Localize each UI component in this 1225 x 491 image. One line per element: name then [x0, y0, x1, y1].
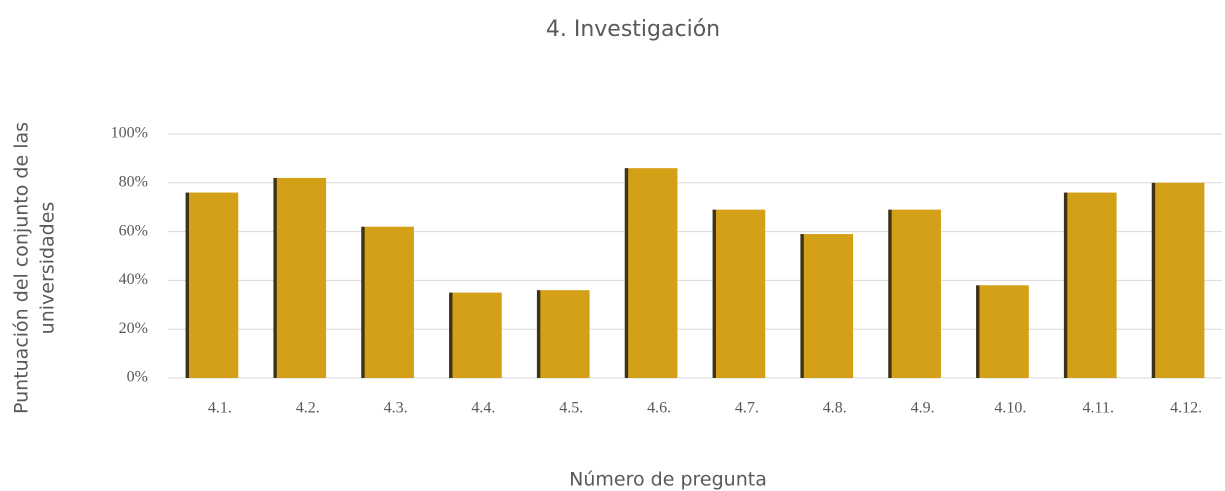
x-tick-label: 4.6.: [647, 400, 671, 417]
bar: [1063, 192, 1117, 378]
bar: [361, 226, 414, 378]
bar: [536, 290, 590, 378]
x-tick-label: 4.4.: [471, 400, 495, 417]
x-tick-label: 4.9.: [911, 400, 935, 417]
y-tick-label: 100%: [111, 125, 148, 142]
bar: [273, 177, 327, 378]
bar: [449, 292, 502, 378]
x-tick-label: 4.1.: [208, 400, 232, 417]
bar: [976, 285, 1029, 378]
bar: [712, 209, 766, 378]
bar: [185, 192, 239, 378]
x-tick-label: 4.11.: [1083, 400, 1114, 417]
y-tick-label: 0%: [127, 369, 148, 386]
y-tick-label: 80%: [119, 173, 148, 190]
x-tick-label: 4.8.: [823, 400, 847, 417]
x-axis-label: Número de pregunta: [569, 469, 767, 491]
x-tick-label: 4.7.: [735, 400, 759, 417]
bar: [800, 234, 854, 378]
bar: [888, 209, 941, 378]
bar: [1151, 182, 1205, 378]
y-tick-label: 60%: [119, 222, 148, 239]
x-tick-label: 4.5.: [559, 400, 583, 417]
x-tick-label: 4.2.: [296, 400, 320, 417]
x-tick-label: 4.12.: [1170, 400, 1202, 417]
chart-title: 4. Investigación: [546, 17, 720, 42]
bar: [624, 168, 678, 378]
y-axis-label: universidades: [37, 202, 59, 335]
y-tick-label: 20%: [119, 320, 148, 337]
x-tick-label: 4.10.: [994, 400, 1026, 417]
y-axis-label: Puntuación del conjunto de las: [11, 122, 33, 414]
y-tick-label: 40%: [119, 271, 148, 288]
x-tick-label: 4.3.: [384, 400, 408, 417]
